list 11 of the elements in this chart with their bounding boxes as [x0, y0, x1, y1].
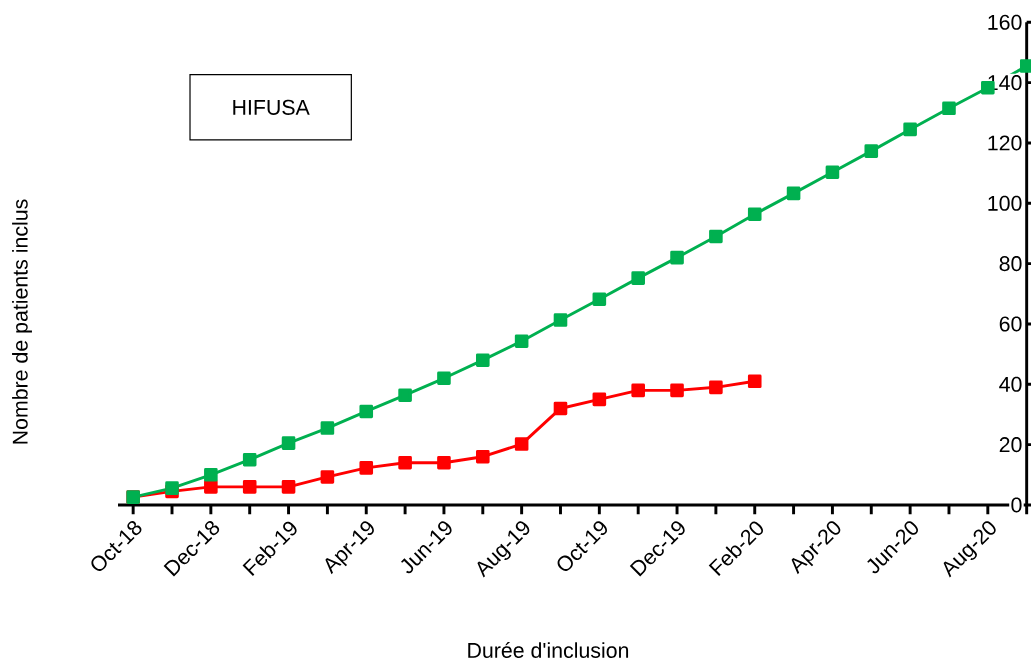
y-tick-label: 80 — [999, 256, 1022, 272]
y-axis-title: Nombre de patients inclus — [12, 199, 32, 444]
y-tick-label: 0 — [1011, 497, 1022, 513]
y-tick-label: 60 — [999, 316, 1022, 332]
x-axis-title: Durée d'inclusion — [468, 642, 629, 658]
y-tick-label: 160 — [988, 14, 1022, 30]
y-tick-label: 120 — [988, 135, 1022, 151]
annotation: HIFUSA — [233, 99, 310, 115]
y-tick-label: 100 — [988, 195, 1022, 211]
y-tick-label: 20 — [999, 437, 1022, 453]
y-tick-label: 40 — [999, 376, 1022, 392]
